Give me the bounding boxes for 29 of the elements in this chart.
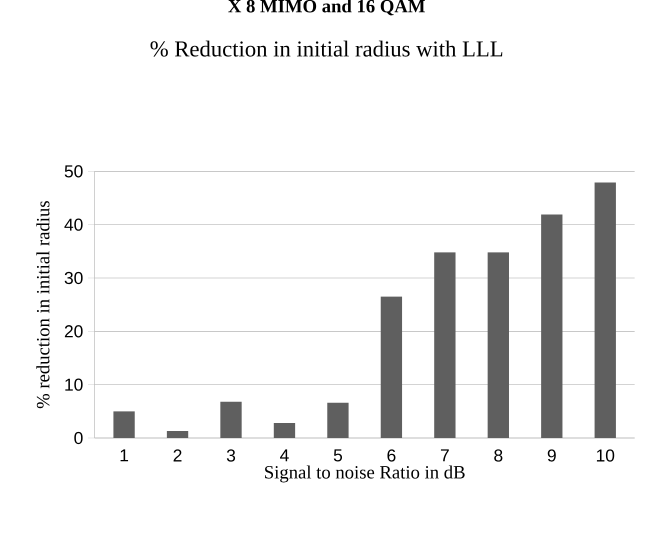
bar [327, 402, 349, 438]
x-tick-label: 10 [596, 449, 614, 462]
x-tick-label: 3 [226, 449, 236, 462]
y-tick-label: 40 [64, 218, 83, 231]
y-tick-label: 20 [64, 325, 83, 338]
bar [541, 214, 562, 438]
chart-title: % Reduction in initial radius with LLL [150, 40, 502, 57]
x-tick-label: 9 [548, 449, 556, 462]
x-tick-label: 7 [440, 449, 449, 462]
x-axis-title: Signal to noise Ratio in dB [265, 465, 465, 482]
bar [594, 182, 616, 438]
y-tick-label: 50 [64, 165, 83, 178]
x-tick-label: 5 [334, 449, 342, 462]
x-tick-label: 6 [387, 449, 396, 462]
bar [434, 252, 456, 438]
bar [113, 411, 135, 438]
y-tick-label: 30 [64, 272, 83, 284]
y-axis-title: % reduction in initial radius [36, 201, 50, 408]
x-tick-label: 1 [120, 449, 128, 462]
x-tick-label: 4 [280, 449, 289, 462]
bar [380, 296, 402, 438]
x-tick-label: 8 [494, 449, 502, 462]
y-tick-label: 0 [74, 432, 83, 444]
bar [488, 252, 509, 438]
bar [166, 431, 188, 438]
y-tick-label: 10 [65, 378, 83, 391]
bar [274, 423, 296, 438]
x-tick-label: 2 [174, 449, 182, 462]
bar [220, 402, 242, 438]
